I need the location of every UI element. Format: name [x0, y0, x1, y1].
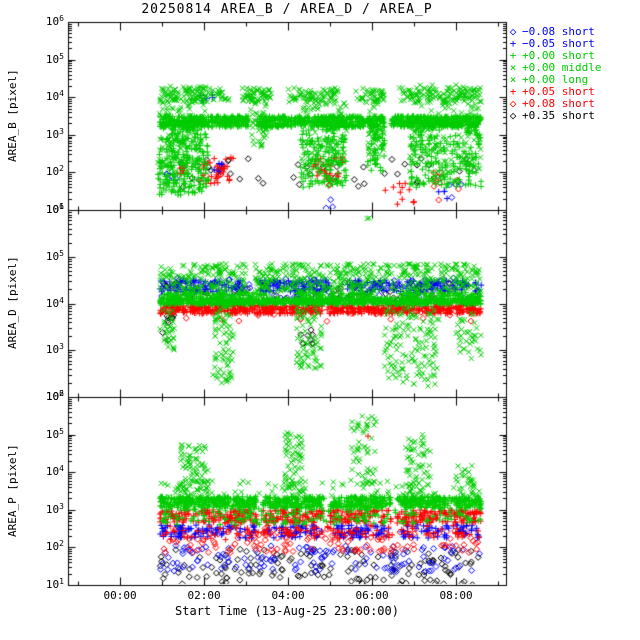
legend-item: + +0.00 short — [507, 50, 601, 62]
legend-item: ◇ +0.35 short — [507, 110, 601, 122]
y-tick-label: 103 — [45, 342, 64, 357]
y-axis-label-area-p: AREA_P [pixel] — [6, 444, 19, 538]
diamond-icon: ◇ — [509, 25, 517, 38]
y-axis-label-area-d: AREA_D [pixel] — [6, 256, 19, 350]
legend-item: + +0.05 short — [507, 86, 601, 98]
y-tick-label: 102 — [45, 539, 64, 554]
legend-item: + −0.05 short — [507, 38, 601, 50]
y-tick-label: 104 — [45, 295, 64, 310]
legend-label: +0.00 long — [522, 73, 589, 86]
y-axis-label-area-b: AREA_B [pixel] — [6, 69, 19, 163]
diamond-icon: ◇ — [509, 97, 517, 110]
chart-title: 20250814 AREA_B / AREA_D / AREA_P — [141, 2, 433, 17]
y-tick-label: 104 — [45, 89, 64, 104]
y-tick-label: 101 — [45, 202, 64, 216]
y-tick-label: 105 — [45, 51, 64, 66]
cross-icon: × — [509, 61, 517, 74]
x-tick-label: 08:00 — [439, 589, 473, 602]
y-tick-label: 103 — [45, 501, 64, 516]
y-tick-label: 104 — [45, 464, 64, 479]
y-tick-label: 103 — [45, 126, 64, 141]
legend-label: +0.00 short — [522, 49, 595, 62]
y-tick-label: 106 — [45, 389, 64, 403]
plus-icon: + — [509, 85, 517, 98]
plus-icon: + — [509, 37, 517, 50]
y-tick-label: 105 — [45, 426, 64, 441]
legend-label: +0.35 short — [522, 109, 595, 122]
y-tick-label: 102 — [45, 389, 64, 403]
y-tick-label: 105 — [45, 248, 64, 263]
legend: ◇ −0.08 short + −0.05 short + +0.00 short × +0.… — [507, 26, 602, 122]
x-tick-label: 02:00 — [187, 589, 221, 602]
legend-label: −0.05 short — [522, 37, 595, 50]
y-tick-label: 101 — [45, 577, 64, 591]
diamond-icon: ◇ — [509, 109, 517, 122]
x-tick-label: 06:00 — [355, 589, 389, 602]
legend-label: −0.08 short — [522, 25, 595, 38]
legend-label: +0.05 short — [522, 85, 595, 98]
y-tick-label: 102 — [45, 164, 64, 179]
x-tick-label: 00:00 — [103, 589, 137, 602]
x-axis-label: Start Time (13-Aug-25 23:00:00) — [175, 604, 399, 618]
y-tick-label: 106 — [45, 14, 64, 28]
legend-item: × +0.00 middle — [507, 61, 602, 74]
legend-item: ◇ −0.08 short — [507, 26, 601, 38]
x-tick-label: 04:00 — [271, 589, 305, 602]
legend-item: ◇ +0.08 short — [507, 98, 601, 110]
legend-label: +0.00 middle — [522, 61, 602, 74]
legend-label: +0.08 short — [522, 97, 595, 110]
plus-icon: + — [509, 49, 517, 62]
legend-item: × +0.00 long — [507, 74, 601, 86]
y-tick-label: 106 — [45, 202, 64, 216]
cross-icon: × — [509, 73, 517, 86]
